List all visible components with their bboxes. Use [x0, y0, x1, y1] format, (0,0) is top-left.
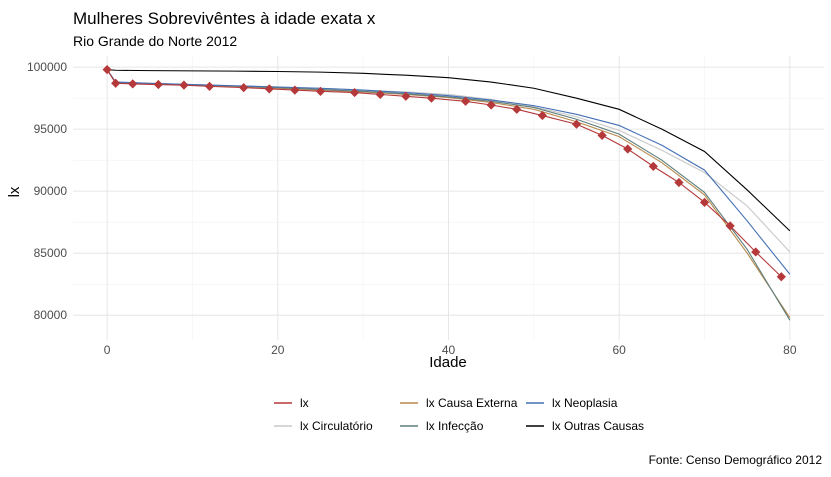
legend-label: lx Outras Causas	[552, 419, 644, 433]
data-point-marker	[486, 100, 496, 110]
legend-label: lx Circulatório	[300, 419, 373, 433]
x-tick-label: 0	[104, 343, 111, 357]
legend: lx lx Circulatório lx Causa Externa lx Infe…	[274, 396, 644, 433]
data-point-marker	[571, 119, 582, 129]
data-point-marker	[290, 85, 300, 95]
y-axis-ticks: 80000 85000 90000 95000 100000	[27, 60, 67, 322]
data-point-marker	[111, 78, 121, 88]
series-line	[106, 69, 782, 278]
data-point-marker	[239, 83, 249, 93]
x-tick-label: 60	[613, 343, 627, 357]
data-point-marker	[128, 79, 138, 89]
data-point-marker	[699, 197, 710, 207]
x-tick-label: 20	[271, 343, 285, 357]
legend-label: lx Causa Externa	[426, 396, 518, 410]
data-point-marker	[537, 110, 547, 121]
chart-title: Mulheres Sobrevivêntes à idade exata x	[73, 9, 376, 28]
data-point-marker	[375, 89, 385, 100]
x-axis-ticks: 0 20 40 60 80	[104, 343, 797, 357]
data-point-marker	[674, 177, 684, 188]
y-tick-label: 95000	[34, 122, 68, 136]
data-point-marker	[401, 91, 411, 101]
legend-label: lx Neoplasia	[552, 396, 618, 410]
data-point-marker	[751, 247, 761, 257]
data-point-marker	[623, 144, 633, 154]
data-point-marker	[153, 79, 163, 90]
series-line	[107, 69, 791, 232]
data-point-marker	[460, 96, 471, 106]
data-point-marker	[725, 221, 735, 231]
y-tick-label: 100000	[27, 60, 67, 74]
data-point-marker	[350, 87, 360, 98]
marker-layer	[102, 65, 786, 282]
data-point-marker	[776, 272, 786, 282]
grid	[73, 56, 824, 340]
data-point-marker	[102, 65, 112, 75]
x-tick-label: 80	[783, 343, 797, 357]
y-axis-label: lx	[6, 186, 23, 197]
data-point-marker	[648, 161, 658, 171]
legend-label: lx Infecção	[426, 419, 484, 433]
x-tick-label: 40	[442, 343, 456, 357]
data-point-marker	[512, 104, 522, 114]
data-point-marker	[264, 84, 274, 94]
x-axis-label: Idade	[429, 354, 467, 371]
chart-caption: Fonte: Censo Demográfico 2012	[649, 453, 823, 467]
data-point-marker	[204, 81, 215, 91]
chart-subtitle: Rio Grande do Norte 2012	[73, 33, 237, 49]
data-point-marker	[179, 80, 189, 90]
y-tick-label: 80000	[34, 308, 68, 322]
legend-label: lx	[300, 396, 309, 410]
data-point-marker	[315, 86, 326, 96]
y-tick-label: 90000	[34, 184, 68, 198]
y-tick-label: 85000	[34, 246, 68, 260]
data-point-marker	[426, 93, 437, 103]
data-point-marker	[597, 130, 607, 140]
